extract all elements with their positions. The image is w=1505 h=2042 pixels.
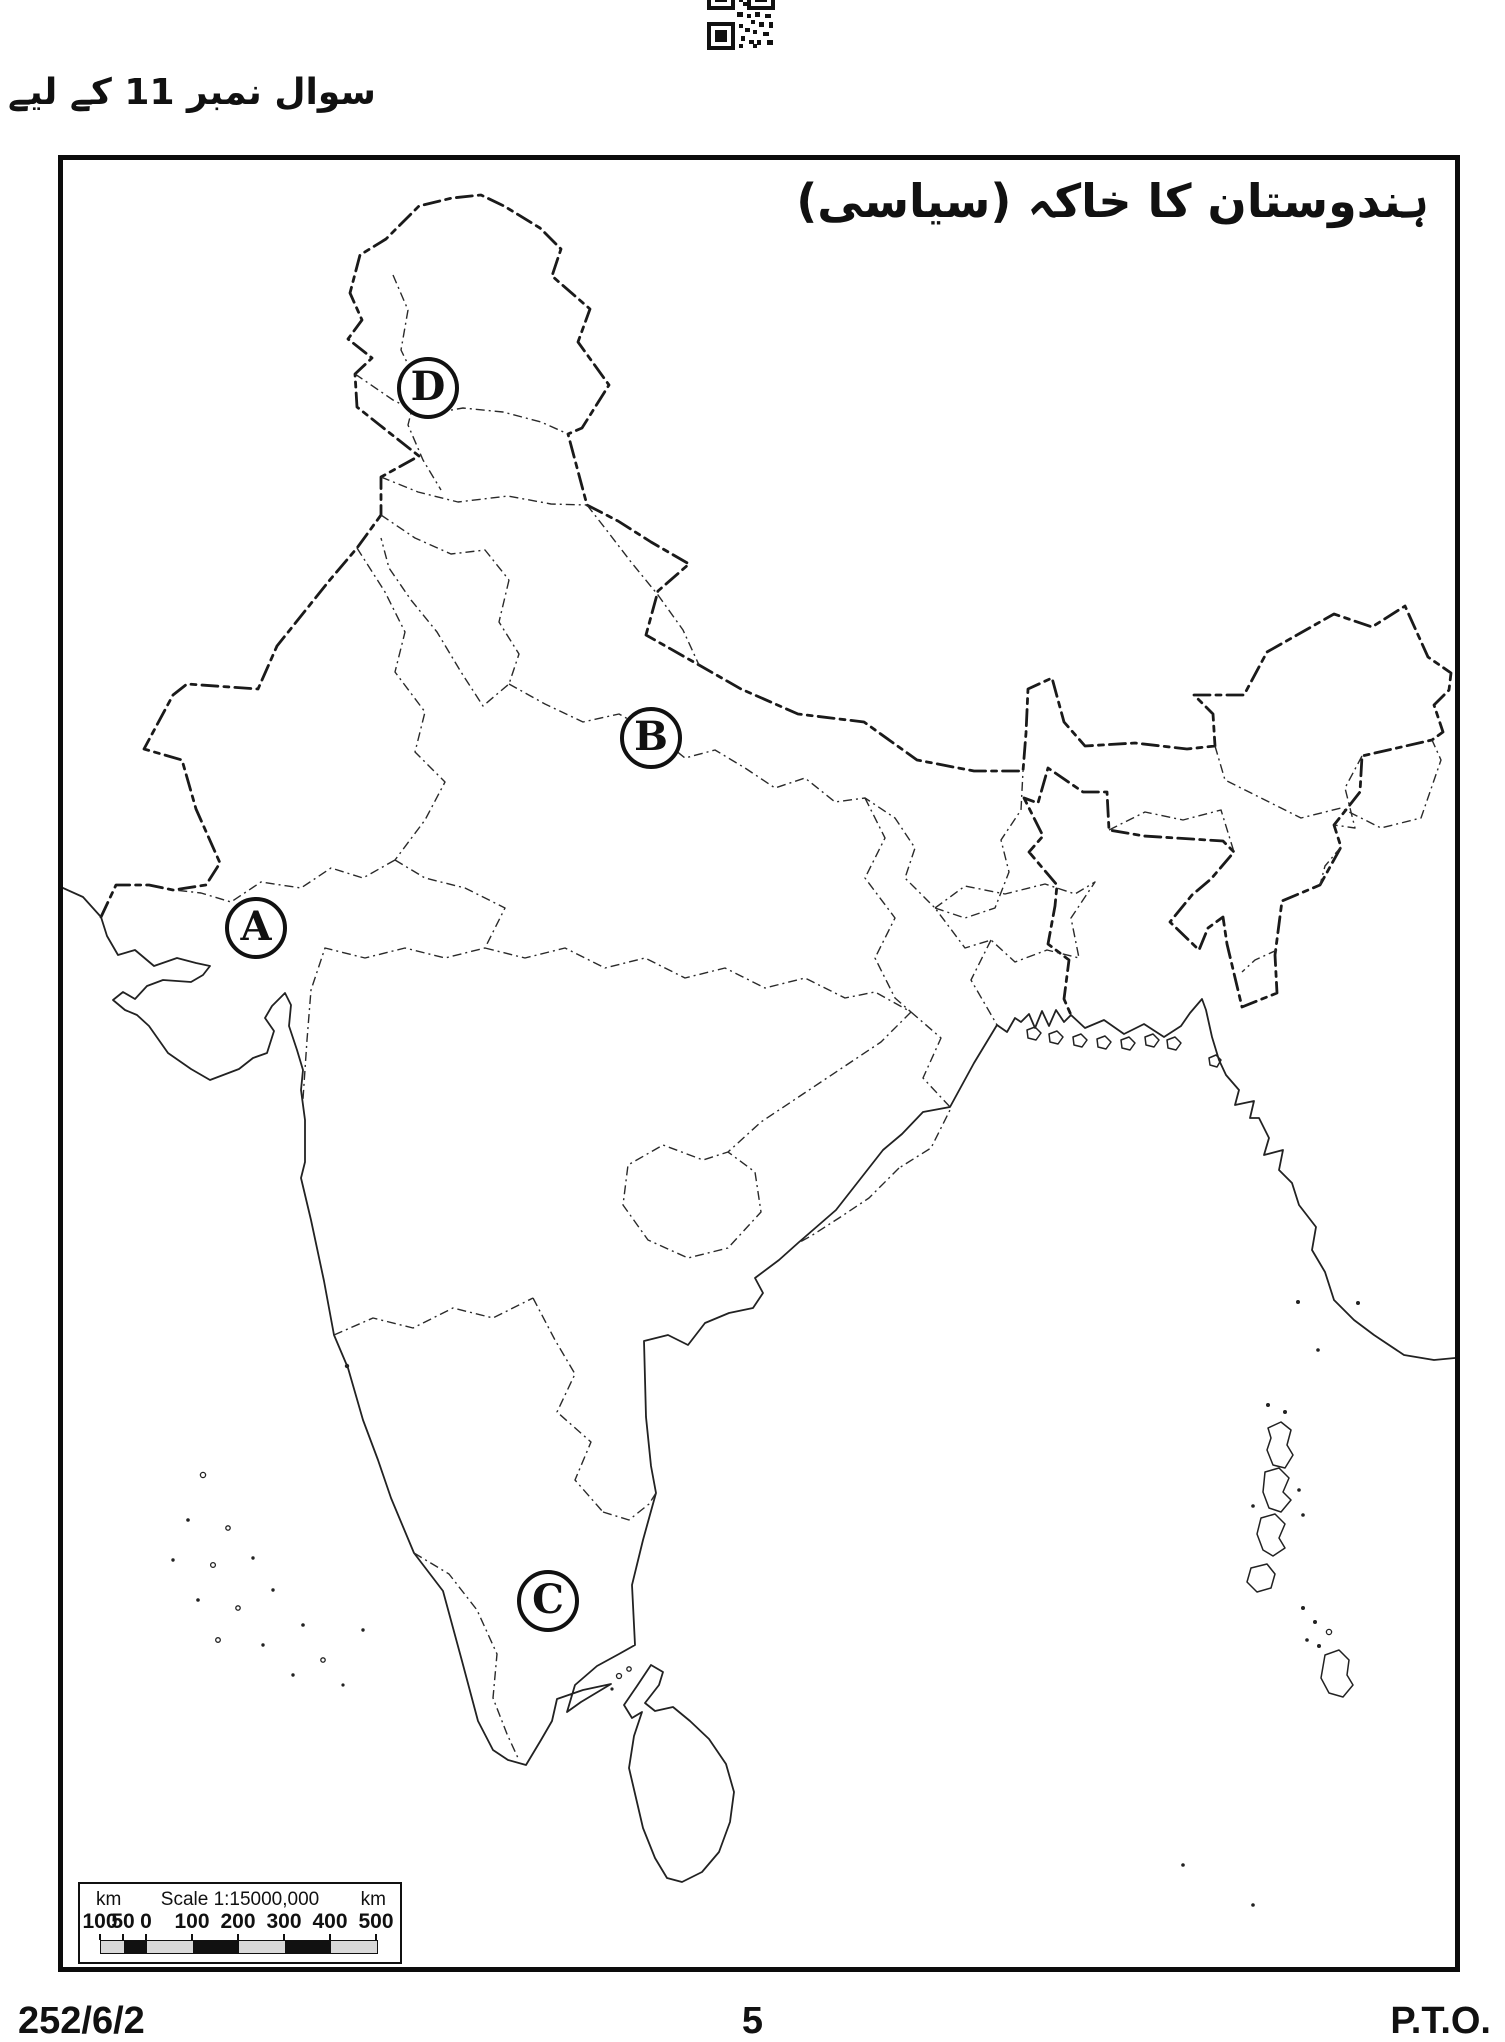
scale-tick-label: 200 [220,1910,256,1933]
scale-tick [145,1934,147,1940]
sri-lanka-outline [610,1664,735,1883]
scale-bar: km Scale 1:15000,000 km 100 50 0 100 200… [78,1882,402,1964]
scale-tick [99,1934,101,1940]
coastline [63,887,1455,1766]
state-boundaries [174,274,1442,1759]
scale-tick-label: 300 [266,1910,302,1933]
page-number: 5 [741,2000,764,2042]
scale-tick-label: 400 [312,1910,348,1933]
marker-c: C [517,1570,579,1632]
scale-unit-left: km [96,1889,122,1910]
map-frame: ہندوستان کا خاکہ (سیاسی) A B C D km Scal… [58,155,1460,1972]
marker-c-label: C [532,1576,564,1623]
marker-b: B [620,707,682,769]
scale-tick [122,1934,124,1940]
scale-tick [283,1934,285,1940]
andaman-nicobar-islands [1181,1300,1360,1907]
scale-tick-label: 0 [140,1910,152,1933]
goa-mark [344,1363,350,1369]
scale-tick [329,1934,331,1940]
scale-ratio-text: Scale 1:15000,000 [160,1889,320,1910]
scale-unit-right: km [360,1889,386,1910]
scale-labels: km Scale 1:15000,000 km [80,1889,400,1910]
scale-tick-label: 100 [82,1910,118,1933]
map-title: ہندوستان کا خاکہ (سیاسی) [796,174,1429,228]
qr-code-icon [706,0,776,50]
scale-tick [237,1934,239,1940]
scale-tick-label: 100 [174,1910,210,1933]
international-boundary [99,193,1453,1017]
question-note: سوال نمبر 11 کے لیے [8,72,376,113]
scale-tick-label: 500 [358,1910,394,1933]
pto-label: P.T.O. [1390,2000,1491,2042]
marker-d-label: D [410,363,446,410]
india-outline-map [63,193,1455,1907]
scale-bar-segments [100,1940,378,1954]
marker-a: A [225,897,287,959]
marker-d: D [397,357,459,419]
scale-tick [375,1934,377,1940]
scale-tick [191,1934,193,1940]
marker-b-label: B [634,713,668,760]
lakshadweep-islands [171,1471,365,1687]
marker-a-label: A [240,903,272,950]
scale-tick-label: 50 [111,1910,135,1933]
